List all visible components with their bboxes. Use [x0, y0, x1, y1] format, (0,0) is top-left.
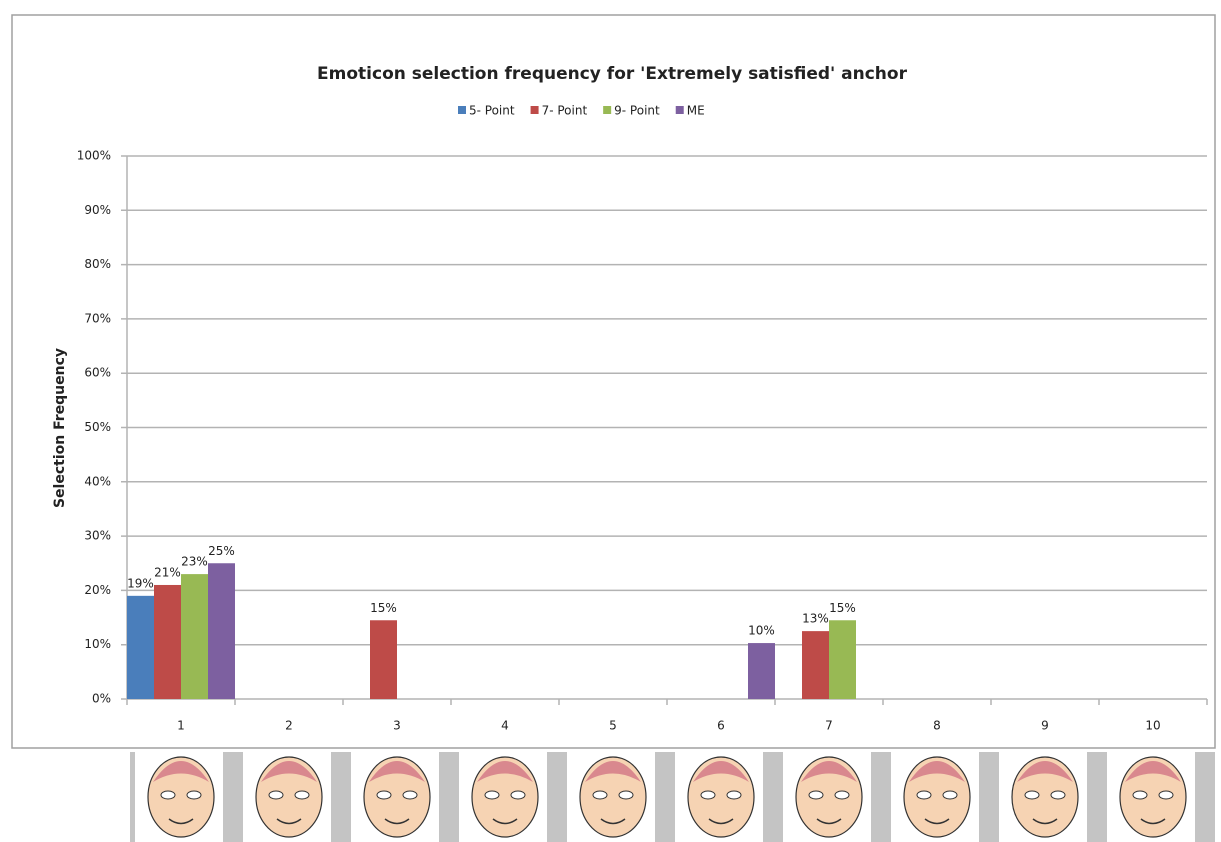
- x-tick-label: 1: [177, 719, 185, 733]
- legend-swatch: [530, 106, 539, 114]
- emoticon-eye: [376, 790, 392, 800]
- bar: [748, 643, 775, 699]
- value-label: 23%: [181, 555, 208, 569]
- emoticon-hair: [261, 761, 317, 782]
- emoticon-eye: [942, 790, 958, 800]
- legend-label: 7- Point: [542, 104, 588, 118]
- bar: [370, 620, 397, 699]
- emoticon-face: [1119, 756, 1187, 838]
- x-tick-label: 3: [393, 719, 401, 733]
- value-label: 21%: [154, 565, 181, 579]
- emoticon-eye: [1024, 790, 1040, 800]
- emoticon-face: [903, 756, 971, 838]
- x-tick-label: 7: [825, 719, 833, 733]
- emoticon-eye: [1132, 790, 1148, 800]
- x-tick-label: 10: [1145, 719, 1160, 733]
- legend-label: ME: [687, 104, 705, 118]
- x-tick-label: 2: [285, 719, 293, 733]
- emoticon-eye: [402, 790, 418, 800]
- emoticon-face: [471, 756, 539, 838]
- bar: [829, 620, 856, 699]
- x-tick-label: 6: [717, 719, 725, 733]
- value-label: 13%: [802, 612, 829, 626]
- emoticon-mouth: [708, 818, 734, 825]
- emoticon-eye: [808, 790, 824, 800]
- value-label: 15%: [370, 601, 397, 615]
- emoticon-eye: [618, 790, 634, 800]
- emoticon-mouth: [492, 818, 518, 825]
- x-tick-label: 5: [609, 719, 617, 733]
- y-tick-label: 40%: [84, 474, 111, 488]
- y-tick-label: 30%: [84, 529, 111, 543]
- emoticon-mouth: [276, 818, 302, 825]
- emoticon-face: [687, 756, 755, 838]
- emoticon-eye: [1158, 790, 1174, 800]
- emoticon-eye: [160, 790, 176, 800]
- legend-swatch: [458, 106, 466, 114]
- y-tick-label: 0%: [92, 692, 111, 706]
- bar: [127, 595, 154, 699]
- emoticon-face: [1011, 756, 1079, 838]
- emoticon-eye: [592, 790, 608, 800]
- y-tick-label: 90%: [84, 203, 111, 217]
- emoticon-eye: [726, 790, 742, 800]
- emoticon-mouth: [816, 818, 842, 825]
- emoticon-eye: [510, 790, 526, 800]
- emoticon-hair: [1017, 761, 1073, 782]
- emoticon-hair: [909, 761, 965, 782]
- bar: [208, 563, 235, 699]
- y-tick-label: 70%: [84, 311, 111, 325]
- emoticon-eye: [1050, 790, 1066, 800]
- emoticon-hair: [801, 761, 857, 782]
- emoticon-face: [147, 756, 215, 838]
- emoticon-eye: [294, 790, 310, 800]
- x-tick-label: 4: [501, 719, 509, 733]
- emoticon-face: [795, 756, 863, 838]
- emoticon-mouth: [1140, 818, 1166, 825]
- emoticon-eye: [186, 790, 202, 800]
- chart-title: Emoticon selection frequency for 'Extrem…: [317, 64, 908, 84]
- legend-label: 9- Point: [614, 104, 660, 118]
- y-tick-label: 100%: [77, 149, 111, 163]
- y-tick-label: 20%: [84, 583, 111, 597]
- emoticon-mouth: [600, 818, 626, 825]
- emoticon-eye: [268, 790, 284, 800]
- x-tick-label: 8: [933, 719, 941, 733]
- value-label: 10%: [748, 624, 775, 638]
- emoticon-hair: [1125, 761, 1181, 782]
- x-tick-label: 9: [1041, 719, 1049, 733]
- y-axis-label: Selection Frequency: [52, 348, 68, 508]
- emoticon-face: [255, 756, 323, 838]
- emoticon-hair: [477, 761, 533, 782]
- legend-label: 5- Point: [469, 104, 515, 118]
- legend-swatch: [603, 106, 612, 114]
- emoticon-mouth: [168, 818, 194, 825]
- y-tick-label: 60%: [84, 366, 111, 380]
- emoticon-eye: [484, 790, 500, 800]
- emoticon-eye: [916, 790, 932, 800]
- emoticon-mouth: [924, 818, 950, 825]
- value-label: 25%: [208, 544, 235, 558]
- emoticon-hair: [153, 761, 209, 782]
- bar: [154, 584, 181, 699]
- bar: [802, 631, 829, 699]
- emoticon-hair: [369, 761, 425, 782]
- emoticon-face: [363, 756, 431, 838]
- bar: [181, 574, 208, 699]
- emoticon-eye: [700, 790, 716, 800]
- y-tick-label: 80%: [84, 257, 111, 271]
- y-tick-label: 10%: [84, 637, 111, 651]
- emoticon-hair: [693, 761, 749, 782]
- emoticon-eye: [834, 790, 850, 800]
- value-label: 19%: [127, 576, 154, 590]
- value-label: 15%: [829, 601, 856, 615]
- legend-swatch: [675, 106, 684, 114]
- emoticon-mouth: [384, 818, 410, 825]
- emoticon-mouth: [1032, 818, 1058, 825]
- y-tick-label: 50%: [84, 420, 111, 434]
- emoticon-face: [579, 756, 647, 838]
- emoticon-hair: [585, 761, 641, 782]
